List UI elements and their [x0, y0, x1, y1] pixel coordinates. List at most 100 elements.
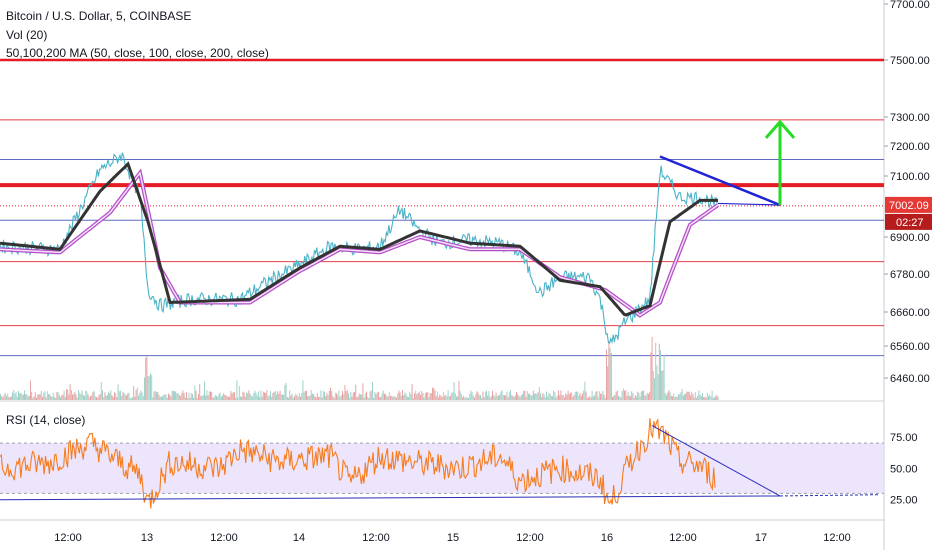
volume-bar [240, 396, 241, 400]
volume-bar [139, 392, 141, 400]
volume-bar [372, 381, 373, 400]
volume-bar [703, 396, 705, 400]
volume-bar [94, 396, 96, 400]
volume-bar [160, 396, 162, 400]
volume-bar [438, 397, 439, 400]
volume-bar [188, 392, 190, 400]
volume-bar [411, 383, 413, 400]
volume-bar [234, 392, 235, 400]
volume-bar [374, 391, 376, 400]
volume-bar [685, 393, 687, 400]
volume-bar [52, 393, 54, 400]
target-arrow-head [764, 119, 796, 139]
volume-bar [302, 380, 304, 400]
volume-bar [274, 391, 276, 400]
volume-bar [585, 391, 587, 400]
volume-bar [256, 395, 258, 400]
volume-bar [434, 390, 436, 400]
volume-bar [320, 390, 322, 400]
volume-bar [553, 390, 555, 400]
volume-bar [490, 395, 492, 400]
volume-bar [80, 393, 82, 400]
volume-bar [122, 391, 124, 400]
volume-bar [660, 350, 661, 400]
volume-bar [441, 396, 443, 400]
chart-title[interactable]: Bitcoin / U.S. Dollar, 5, COINBASE [6, 9, 192, 23]
volume-bar [697, 395, 699, 400]
volume-bar [676, 396, 678, 400]
volume-bar [307, 396, 309, 400]
volume-bar [684, 394, 685, 400]
volume-bar [561, 395, 563, 400]
volume-bar [606, 349, 607, 400]
rsi-indicator-label[interactable]: RSI (14, close) [6, 413, 86, 427]
volume-bar [24, 390, 25, 400]
volume-bar [559, 395, 561, 400]
volume-bar [99, 394, 101, 400]
volume-bar [168, 393, 169, 400]
volume-bar [132, 397, 133, 400]
volume-bar [670, 395, 672, 400]
volume-bar [296, 395, 298, 400]
volume-bar [680, 392, 682, 400]
volume-bar [114, 392, 115, 400]
volume-bar [388, 392, 390, 400]
volume-bar [75, 394, 77, 400]
volume-bar [525, 396, 527, 400]
volume-bar [342, 390, 343, 400]
volume-bar [158, 394, 160, 400]
volume-bar [591, 390, 593, 400]
volume-bar [87, 394, 89, 400]
volume-bar [218, 394, 220, 400]
volume-bar [334, 392, 336, 400]
moving-average-label[interactable]: 50,100,200 MA (50, close, 100, close, 20… [6, 46, 269, 60]
volume-bar [414, 393, 415, 400]
volume-bar [643, 390, 645, 400]
volume-bar [343, 394, 345, 400]
volume-bar [379, 397, 381, 400]
volume-bar [208, 391, 210, 400]
volume-bar [454, 393, 456, 400]
volume-bar [33, 396, 35, 400]
volume-bar [4, 392, 6, 400]
volume-bar [397, 393, 399, 400]
volume-bar [295, 393, 297, 400]
volume-bar [42, 396, 43, 400]
volume-bar [519, 397, 521, 400]
volume-bar [64, 397, 66, 400]
volume-bar [63, 390, 65, 400]
volume-bar [427, 392, 429, 400]
price-tick-label: 7700.00 [890, 0, 930, 11]
volume-bar [468, 397, 469, 400]
volume-bar [298, 393, 300, 400]
volume-bar [510, 390, 511, 400]
volume-bar [536, 393, 538, 400]
volume-bar [700, 396, 702, 400]
volume-bar [451, 392, 453, 400]
volume-bar [634, 395, 636, 400]
volume-bar [577, 391, 579, 400]
volume-bar [496, 396, 498, 400]
volume-bar [583, 390, 585, 400]
volume-indicator-label[interactable]: Vol (20) [6, 28, 48, 42]
volume-bar [712, 397, 714, 400]
volume-bar [403, 395, 405, 400]
volume-bar [211, 392, 213, 400]
volume-bar [110, 390, 112, 400]
volume-bar [556, 395, 558, 400]
volume-bar [421, 390, 423, 400]
volume-bar [573, 395, 575, 400]
volume-bar [223, 393, 225, 400]
time-tick-label: 12:00 [210, 532, 238, 544]
volume-bar [315, 397, 317, 400]
volume-bar [687, 391, 689, 400]
volume-bar [134, 396, 136, 400]
price-tick-label: 7300.00 [890, 112, 930, 124]
volume-bar [2, 397, 4, 400]
ma50-line [0, 161, 718, 317]
volume-bar [322, 391, 324, 400]
volume-bar [686, 391, 688, 400]
volume-bar [508, 392, 510, 400]
volume-bar [74, 391, 76, 400]
